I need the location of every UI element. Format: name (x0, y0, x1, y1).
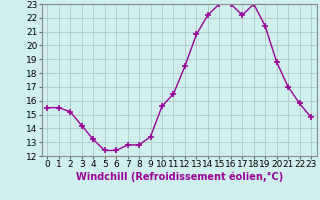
X-axis label: Windchill (Refroidissement éolien,°C): Windchill (Refroidissement éolien,°C) (76, 172, 283, 182)
